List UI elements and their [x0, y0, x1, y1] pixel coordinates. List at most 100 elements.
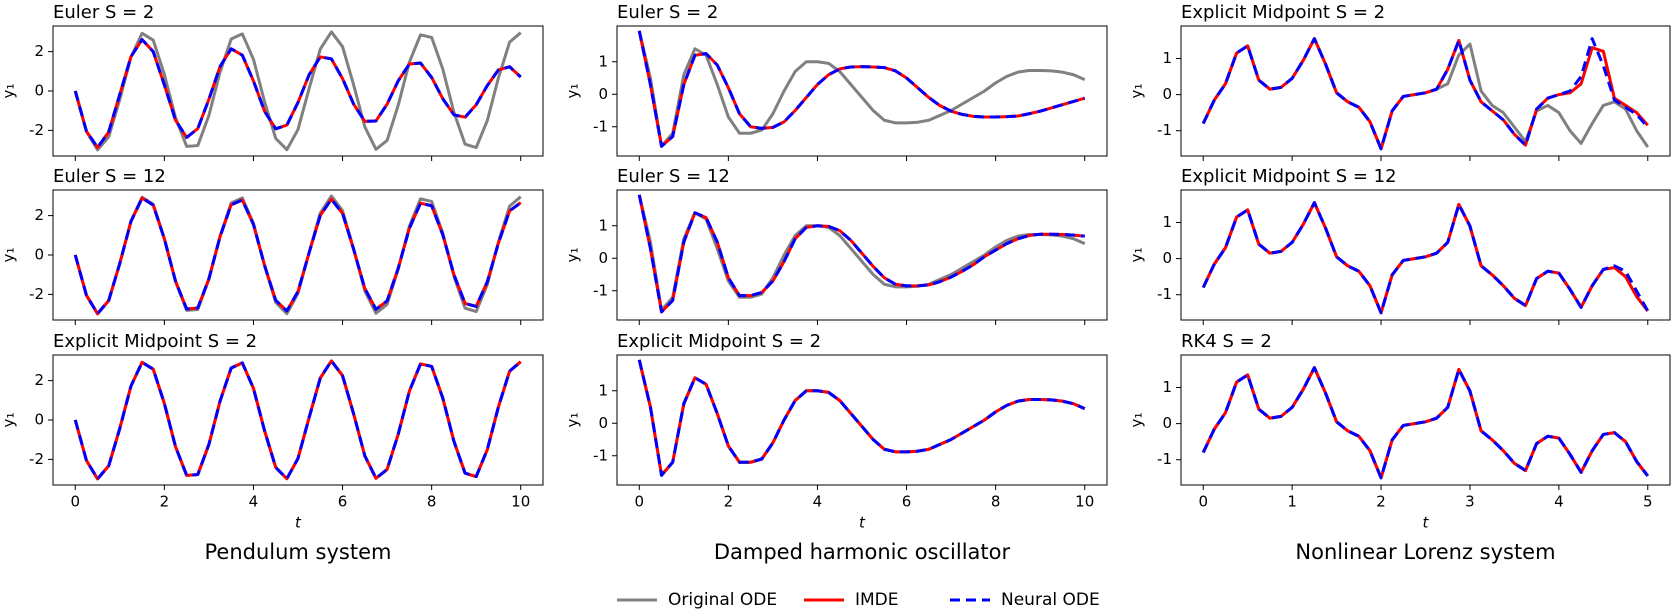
- panel-title: Explicit Midpoint S = 2: [1181, 2, 1385, 23]
- y-tick-label: -1: [593, 281, 608, 299]
- panel-title: Euler S = 12: [617, 166, 730, 187]
- y-tick-label: 1: [598, 216, 608, 234]
- y-tick-label: 1: [1162, 49, 1172, 67]
- y-axis-label: y₁: [564, 413, 582, 428]
- series-line: [637, 30, 1086, 148]
- legend-item: IMDE: [804, 590, 899, 610]
- series-line: [1201, 37, 1649, 151]
- series-line: [1201, 201, 1650, 315]
- y-tick-label: 0: [598, 249, 608, 267]
- y-tick-label: -2: [29, 285, 44, 303]
- series-line: [73, 38, 522, 150]
- axes-frame: [52, 189, 544, 321]
- y-tick-label: 0: [34, 411, 44, 429]
- x-tick-label: 5: [1643, 493, 1653, 511]
- x-tick-label: 2: [160, 493, 170, 511]
- x-tick-label: 4: [813, 493, 823, 511]
- panel-title: Euler S = 2: [53, 2, 154, 23]
- y-tick-label: -2: [29, 121, 44, 139]
- axes-frame: [52, 25, 544, 157]
- y-tick-label: -1: [1157, 285, 1172, 303]
- y-axis-label: y₁: [564, 248, 582, 263]
- x-tick-label: 0: [70, 493, 80, 511]
- panel-title: Euler S = 12: [53, 166, 166, 187]
- x-axis-label: t: [859, 514, 866, 532]
- y-tick-label: 0: [1162, 85, 1172, 103]
- y-axis-label: y₁: [564, 84, 582, 99]
- series-line: [73, 196, 522, 316]
- x-tick-label: 1: [1287, 493, 1297, 511]
- legend-label: Original ODE: [668, 590, 777, 610]
- x-axis-label: t: [295, 514, 302, 532]
- panel-caption: Pendulum system: [205, 540, 392, 564]
- legend-label: IMDE: [855, 590, 899, 610]
- x-tick-label: 8: [991, 493, 1001, 511]
- axes-frame: [1180, 189, 1671, 321]
- panel-caption: Damped harmonic oscillator: [714, 540, 1011, 564]
- y-axis-label: y₁: [1128, 84, 1146, 99]
- series-line: [637, 359, 1086, 477]
- axes-frame: [1180, 354, 1671, 486]
- y-tick-label: 2: [34, 206, 44, 224]
- y-tick-label: 1: [1162, 213, 1172, 231]
- legend-item: Neural ODE: [950, 590, 1100, 610]
- axes-frame: [1180, 25, 1671, 157]
- series-line: [637, 30, 1086, 148]
- x-axis-label: t: [1423, 514, 1430, 532]
- y-tick-label: 0: [598, 414, 608, 432]
- panel-caption: Nonlinear Lorenz system: [1295, 540, 1555, 564]
- axes-frame: [616, 189, 1108, 321]
- y-axis-label: y₁: [0, 84, 18, 99]
- series-line: [1201, 366, 1649, 480]
- axes-frame: [616, 25, 1108, 157]
- x-tick-label: 6: [902, 493, 912, 511]
- x-tick-label: 2: [1376, 493, 1386, 511]
- y-tick-label: 0: [598, 85, 608, 103]
- x-tick-label: 10: [1075, 493, 1094, 511]
- series-line: [73, 194, 522, 316]
- x-tick-label: 6: [338, 493, 348, 511]
- panel-title: RK4 S = 2: [1181, 331, 1272, 352]
- axes-frame: [52, 354, 544, 486]
- y-axis-label: y₁: [0, 413, 18, 428]
- series-line: [637, 30, 1086, 148]
- panel-title: Explicit Midpoint S = 2: [53, 331, 257, 352]
- series-line: [637, 194, 1085, 314]
- panel-title: Explicit Midpoint S = 2: [617, 331, 821, 352]
- y-tick-label: 1: [598, 381, 608, 399]
- legend-item: Original ODE: [617, 590, 777, 610]
- y-axis-label: y₁: [1128, 413, 1146, 428]
- series-line: [637, 359, 1086, 477]
- x-tick-label: 4: [1554, 493, 1564, 511]
- y-tick-label: 0: [34, 82, 44, 100]
- x-tick-label: 4: [249, 493, 259, 511]
- y-tick-label: -1: [1157, 450, 1172, 468]
- axes-frame: [616, 354, 1108, 486]
- series-line: [73, 359, 522, 481]
- x-tick-label: 3: [1465, 493, 1475, 511]
- y-tick-label: -1: [1157, 121, 1172, 139]
- panel-title: Explicit Midpoint S = 12: [1181, 166, 1397, 187]
- y-axis-label: y₁: [1128, 248, 1146, 263]
- y-tick-label: -1: [593, 117, 608, 135]
- series-line: [73, 30, 522, 152]
- x-tick-label: 0: [1198, 493, 1208, 511]
- panel-title: Euler S = 2: [617, 2, 718, 23]
- y-tick-label: -1: [593, 446, 608, 464]
- y-tick-label: 0: [1162, 249, 1172, 267]
- y-tick-label: 0: [34, 246, 44, 264]
- legend-label: Neural ODE: [1001, 590, 1100, 610]
- y-tick-label: -2: [29, 450, 44, 468]
- x-tick-label: 10: [511, 493, 530, 511]
- y-tick-label: 2: [34, 371, 44, 389]
- x-tick-label: 2: [724, 493, 734, 511]
- y-tick-label: 1: [598, 52, 608, 70]
- x-tick-label: 8: [427, 493, 437, 511]
- y-tick-label: 2: [34, 42, 44, 60]
- x-tick-label: 0: [634, 493, 644, 511]
- y-axis-label: y₁: [0, 248, 18, 263]
- series-line: [637, 359, 1086, 477]
- y-tick-label: 0: [1162, 414, 1172, 432]
- y-tick-label: 1: [1162, 378, 1172, 396]
